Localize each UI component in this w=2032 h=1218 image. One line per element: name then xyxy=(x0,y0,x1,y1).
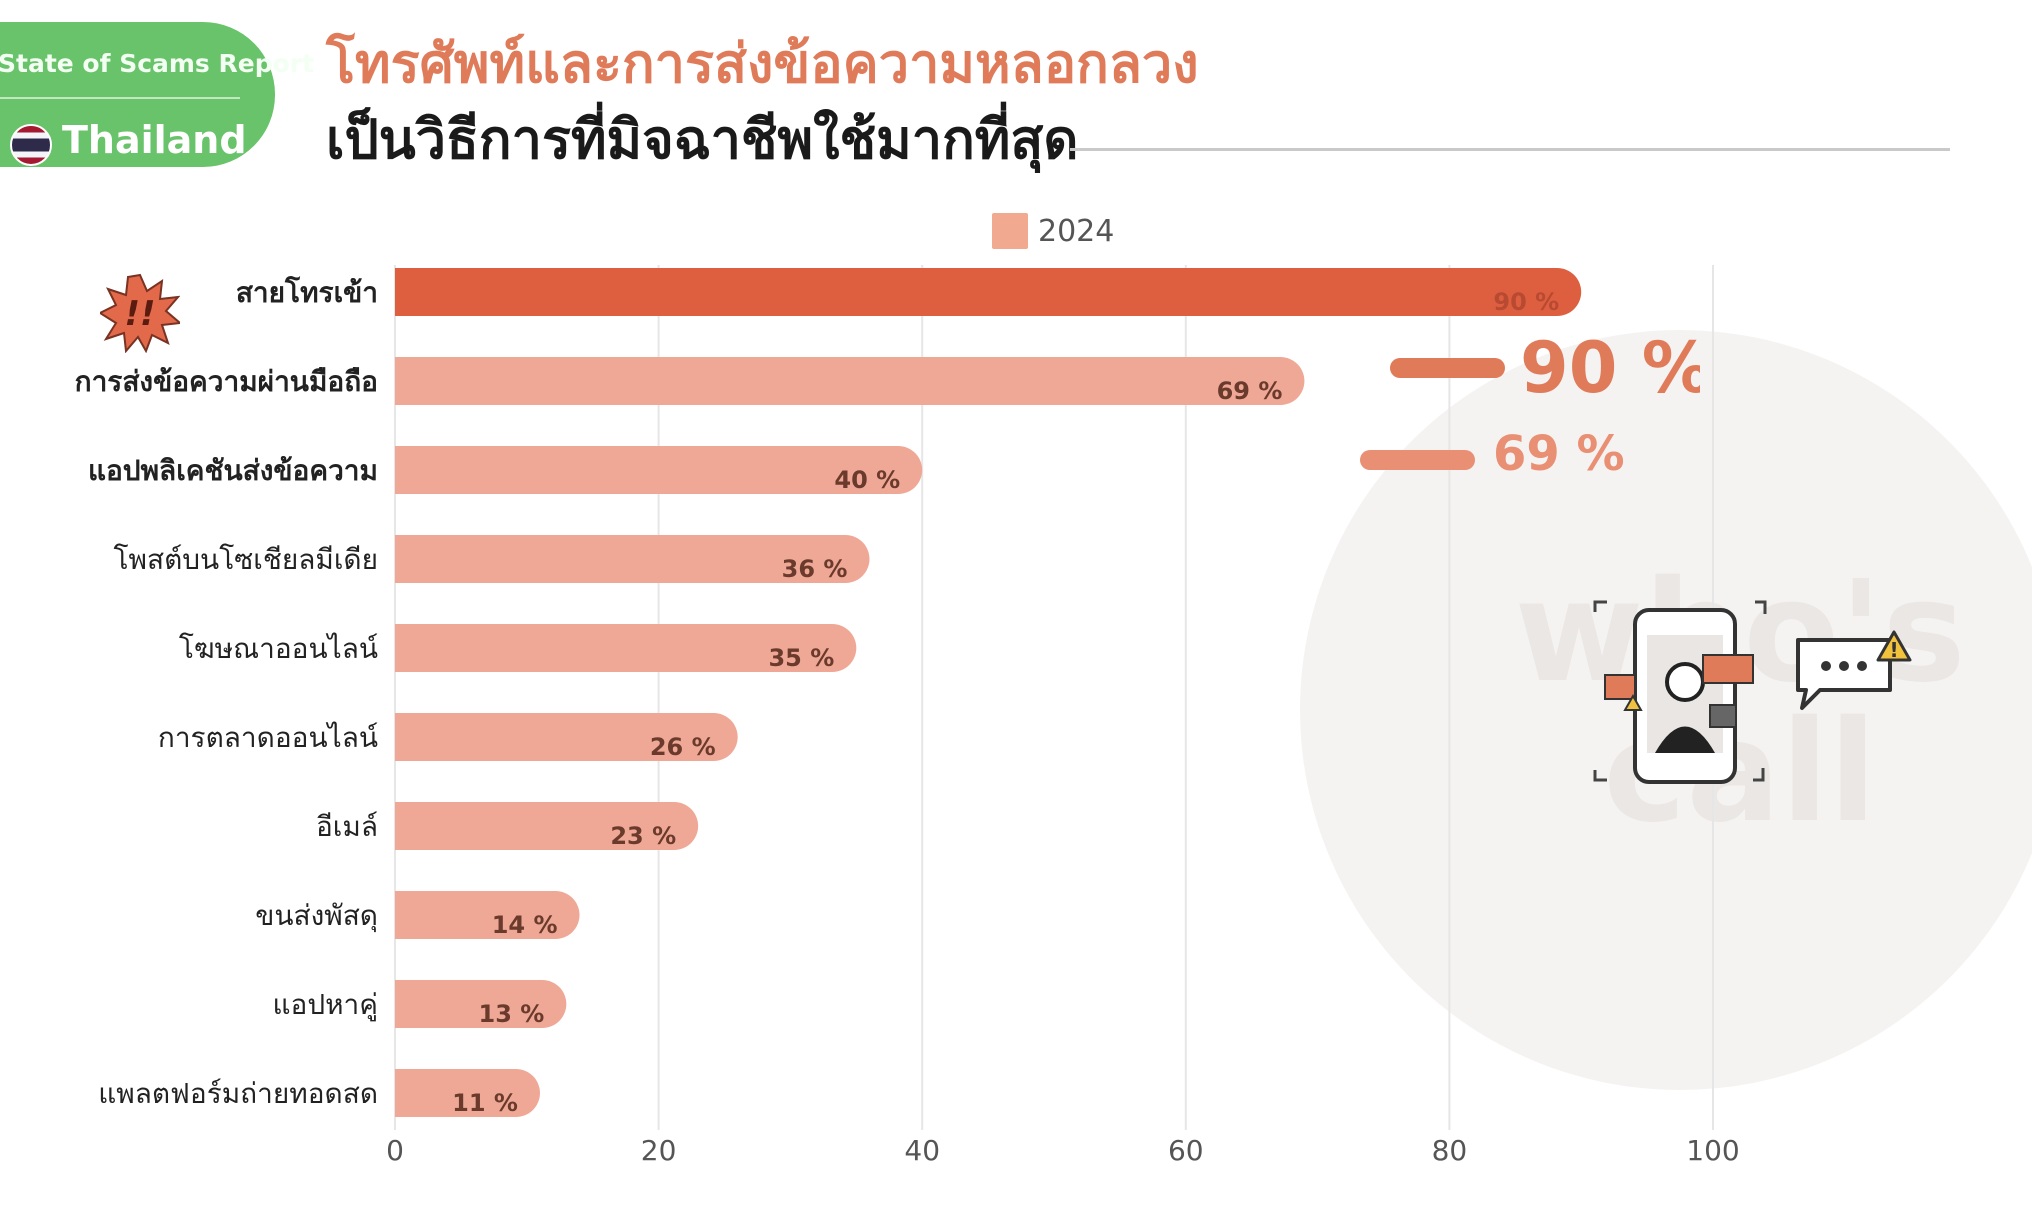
bar xyxy=(395,535,870,583)
bar-base xyxy=(395,268,419,316)
chat-warning-icon: ! xyxy=(1796,630,1912,710)
x-tick-label: 20 xyxy=(641,1134,677,1167)
flag-thailand-icon xyxy=(10,124,52,166)
data-label: 13 % xyxy=(479,1000,545,1028)
badge-divider xyxy=(0,97,240,99)
alert-burst-icon: !! xyxy=(100,273,180,353)
bar-base xyxy=(395,1069,419,1117)
data-label: 11 % xyxy=(452,1089,518,1117)
bar xyxy=(395,446,923,494)
bar xyxy=(395,357,1305,405)
bar-base xyxy=(395,446,419,494)
category-label: ขนส่งพัสดุ xyxy=(255,899,378,933)
bar xyxy=(395,1069,540,1117)
page-title-line2: เป็นวิธีการที่มิจฉาชีพใช้มากที่สุด xyxy=(326,108,1079,171)
bar-base xyxy=(395,891,419,939)
category-label: การตลาดออนไลน์ xyxy=(158,721,378,754)
bar xyxy=(395,268,1582,316)
chart-category-labels: สายโทรเข้าการส่งข้อความผ่านมือถือแอปพลิเ… xyxy=(75,275,379,1110)
category-label: โฆษณาออนไลน์ xyxy=(179,632,378,665)
data-label: 35 % xyxy=(768,644,834,672)
x-tick-label: 100 xyxy=(1686,1134,1739,1167)
category-label: แพลตฟอร์มถ่ายทอดสด xyxy=(98,1077,378,1110)
category-label: การส่งข้อความผ่านมือถือ xyxy=(75,365,378,398)
bar-base xyxy=(395,980,419,1028)
svg-text:!!: !! xyxy=(124,294,155,334)
page-title-line1: โทรศัพท์และการส่งข้อความหลอกลวง xyxy=(326,32,1199,95)
bar-base xyxy=(395,357,419,405)
callout-value-second: 69 % xyxy=(1493,426,1625,480)
report-name: State of Scams Report xyxy=(0,49,315,78)
bar-base xyxy=(395,713,419,761)
data-label: 26 % xyxy=(650,733,716,761)
report-badge: State of Scams Report Thailand xyxy=(0,22,314,167)
category-label: อีเมล์ xyxy=(316,810,378,843)
data-label: 69 % xyxy=(1217,377,1283,405)
callout-value-first: 90 % xyxy=(1520,327,1700,409)
x-tick-label: 60 xyxy=(1168,1134,1204,1167)
bar xyxy=(395,802,699,850)
phone-scam-illustration xyxy=(1593,600,1767,784)
bar xyxy=(395,980,567,1028)
bar xyxy=(395,713,738,761)
chart-legend: 2024 xyxy=(992,213,1114,249)
data-label: 90 % xyxy=(1493,288,1559,316)
chart-bars: 90 % 69 % 40 % 36 % 35 % 26 % 23 % 14 % 13 % 11 % xyxy=(395,268,1582,1117)
data-label: 14 % xyxy=(492,911,558,939)
bar xyxy=(395,624,857,672)
category-label: สายโทรเข้า xyxy=(236,275,378,309)
bar xyxy=(395,891,580,939)
data-label: 36 % xyxy=(782,555,848,583)
country-name: Thailand xyxy=(62,118,247,162)
x-tick-label: 0 xyxy=(386,1134,404,1167)
category-label: โพสต์บนโซเชียลมีเดีย xyxy=(114,543,378,576)
x-tick-label: 40 xyxy=(904,1134,940,1167)
data-label: 40 % xyxy=(834,466,900,494)
x-tick-label: 80 xyxy=(1432,1134,1468,1167)
legend-label: 2024 xyxy=(1038,214,1114,249)
legend-swatch xyxy=(992,213,1028,249)
bar-base xyxy=(395,535,419,583)
category-label: แอปพลิเคชันส่งข้อความ xyxy=(88,454,378,487)
title-underline xyxy=(1070,148,1950,151)
svg-text:!: ! xyxy=(1889,638,1898,662)
chart-x-ticks: 0 20 40 60 80 100 xyxy=(386,1134,1740,1167)
data-label: 23 % xyxy=(610,822,676,850)
bar-base xyxy=(395,624,419,672)
category-label: แอปหาคู่ xyxy=(272,988,378,1022)
value-callout: 90 % 69 % xyxy=(1360,327,1700,480)
bar-base xyxy=(395,802,419,850)
